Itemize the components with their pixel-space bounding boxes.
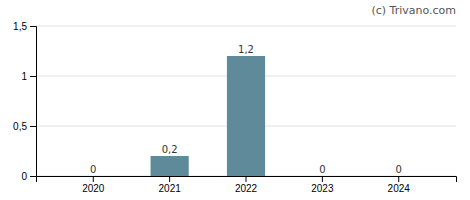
bar [151, 156, 189, 176]
tick-mark [322, 176, 323, 182]
bar [227, 56, 265, 176]
grid [36, 26, 456, 176]
tick-label: 1,5 [13, 21, 27, 32]
tick-mark [398, 176, 399, 182]
tick: 1 [21, 71, 36, 82]
tick-label: 2021 [159, 183, 182, 194]
tick-mark [30, 76, 36, 77]
bar [303, 176, 341, 177]
bar [74, 176, 112, 177]
tick-label: 0 [21, 171, 27, 182]
tick: 0 [21, 171, 36, 182]
data-label: 0,2 [162, 144, 178, 155]
tick-mark [169, 176, 170, 182]
data-label: 0 [319, 164, 325, 175]
bars [151, 56, 266, 176]
tick-mark [30, 176, 36, 177]
tick-label: 1 [21, 71, 27, 82]
data-label: 0 [396, 164, 402, 175]
tick: 1,5 [13, 21, 36, 32]
plot: 0 0,5 1 1,5 2020 2021 2022 2023 2024 0 0,2 1,2 0 0 [13, 21, 456, 194]
data-label: 1,2 [238, 44, 254, 55]
tick-mark [30, 126, 36, 127]
data-labels: 0 0,2 1,2 0 0 [90, 44, 402, 175]
data-label: 0 [90, 164, 96, 175]
axis-line [37, 177, 457, 183]
x-axis: 2020 2021 2022 2023 2024 [37, 176, 457, 194]
tick-mark [93, 176, 94, 182]
tick: 2022 [235, 176, 258, 194]
tick-label: 2020 [82, 183, 105, 194]
bar [380, 176, 418, 177]
tick-mark [30, 26, 36, 27]
tick: 2020 [82, 176, 105, 194]
tick-label: 2024 [388, 183, 411, 194]
axis-line [30, 27, 37, 177]
tick-label: 2023 [311, 183, 334, 194]
tick: 2021 [159, 176, 182, 194]
tick-label: 0,5 [13, 121, 27, 132]
tick: 2024 [388, 176, 411, 194]
tick-label: 2022 [235, 183, 258, 194]
tick-mark [246, 176, 247, 182]
tick: 0,5 [13, 121, 36, 132]
y-axis: 0 0,5 1 1,5 [13, 21, 36, 182]
tick: 2023 [311, 176, 334, 194]
grid-line [36, 26, 456, 27]
chart: 0 0,5 1 1,5 2020 2021 2022 2023 2024 0 0,2 1,2 0 0 (c)… [0, 0, 470, 200]
annotation: (c) Trivano.com [371, 4, 456, 17]
